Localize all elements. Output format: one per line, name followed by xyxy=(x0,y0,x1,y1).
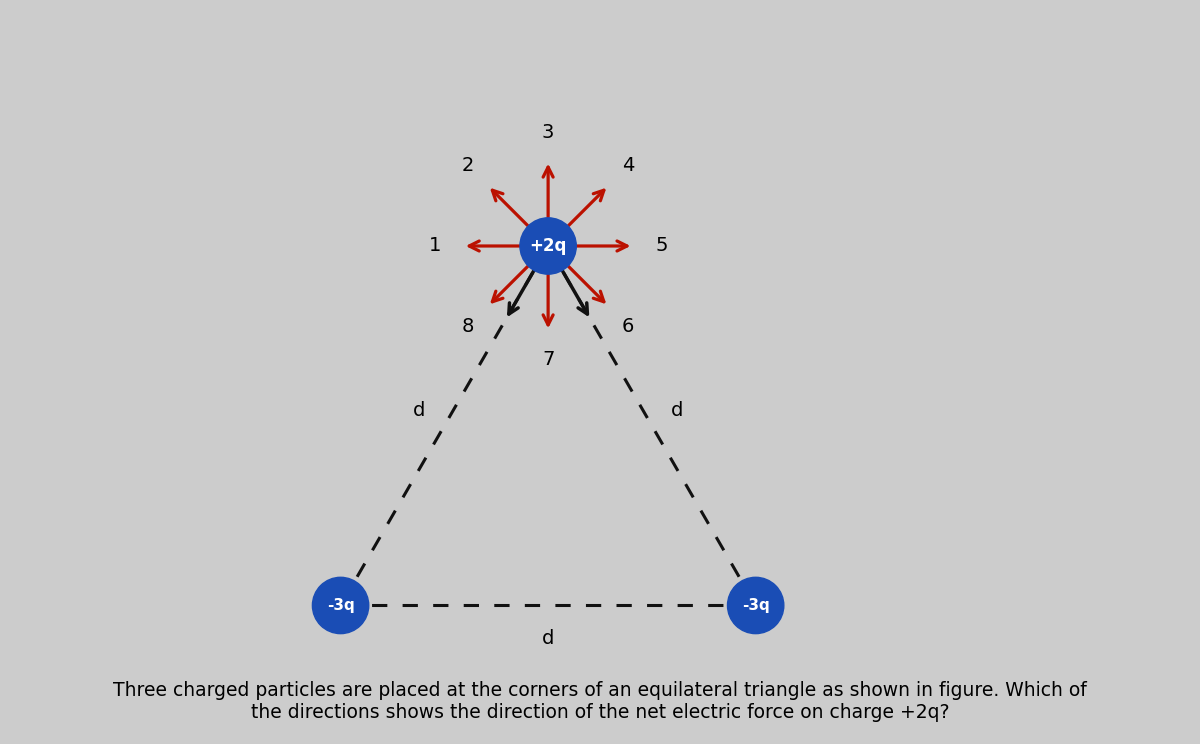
Circle shape xyxy=(727,577,784,634)
Text: -3q: -3q xyxy=(742,598,769,613)
Text: -3q: -3q xyxy=(326,598,354,613)
Circle shape xyxy=(312,577,368,634)
Text: d: d xyxy=(542,629,554,648)
Text: d: d xyxy=(413,402,425,420)
Text: 4: 4 xyxy=(622,156,635,176)
Text: Three charged particles are placed at the corners of an equilateral triangle as : Three charged particles are placed at th… xyxy=(113,682,1087,722)
Text: d: d xyxy=(671,402,684,420)
Text: 1: 1 xyxy=(428,237,440,255)
Text: +2q: +2q xyxy=(529,237,566,255)
Text: 2: 2 xyxy=(462,156,474,176)
Text: 8: 8 xyxy=(462,317,474,336)
Text: 5: 5 xyxy=(655,237,667,255)
Circle shape xyxy=(520,218,576,274)
Text: 6: 6 xyxy=(622,317,635,336)
Text: 7: 7 xyxy=(542,350,554,369)
Text: 3: 3 xyxy=(542,123,554,142)
